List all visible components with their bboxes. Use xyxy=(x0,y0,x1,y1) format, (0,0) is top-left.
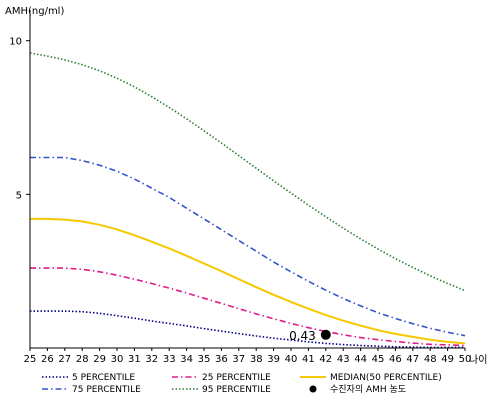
x-tick-label: 38 xyxy=(250,354,263,365)
x-tick-label: 48 xyxy=(424,354,437,365)
x-tick-label: 27 xyxy=(58,354,71,365)
x-tick-label: 37 xyxy=(232,354,245,365)
x-tick-label: 44 xyxy=(354,354,367,365)
x-tick-label: 42 xyxy=(319,354,332,365)
x-tick-label: 46 xyxy=(389,354,402,365)
legend-label-5: 95 PERCENTILE xyxy=(202,385,271,395)
series-line-1 xyxy=(30,310,465,349)
x-tick-label: 25 xyxy=(24,354,37,365)
y-tick-label: 10 xyxy=(9,37,22,48)
series-line-4 xyxy=(30,156,466,337)
x-tick-label: 29 xyxy=(93,354,106,365)
x-tick-label: 50 xyxy=(459,354,472,365)
legend-label-3: MEDIAN(50 PERCENTILE) xyxy=(330,373,442,383)
axes-layer: 5 10 25 26 27 28 29 30 31 32 33 34 35 36 37 38 39 40 41 42 4… xyxy=(5,6,487,366)
patient-amh-label: 0.43 xyxy=(289,329,316,343)
legend-label-2: 25 PERCENTILE xyxy=(202,373,271,383)
x-tick-label: 39 xyxy=(267,354,280,365)
series-layer xyxy=(29,52,466,349)
patient-amh-point xyxy=(320,329,331,340)
x-tick-label: 35 xyxy=(198,354,211,365)
series-line-3 xyxy=(30,217,466,345)
x-axis-title: 나이 xyxy=(469,354,487,366)
x-tick-label: 30 xyxy=(111,354,124,365)
legend-marker-label: 수진자의 AMH 농도 xyxy=(330,384,406,395)
x-tick-label: 41 xyxy=(302,354,315,365)
x-tick-label: 43 xyxy=(337,354,350,365)
x-tick-label: 26 xyxy=(41,354,54,365)
x-tick-label: 32 xyxy=(145,354,158,365)
x-tick-label: 47 xyxy=(406,354,419,365)
x-tick-label: 34 xyxy=(180,354,193,365)
x-tick-label: 45 xyxy=(372,354,385,365)
x-tick-label: 31 xyxy=(128,354,141,365)
series-line-5 xyxy=(29,52,466,292)
legend-label-1: 5 PERCENTILE xyxy=(72,373,135,383)
legend-marker-swatch xyxy=(309,385,317,393)
marker-layer: 0.43 xyxy=(289,329,331,343)
series-line-2 xyxy=(30,267,466,347)
y-tick-label: 5 xyxy=(16,190,22,201)
legend-label-4: 75 PERCENTILE xyxy=(72,385,141,395)
x-tick-label: 28 xyxy=(76,354,89,365)
legend-layer: 5 PERCENTILE 25 PERCENTILE MEDIAN(50 PERCE… xyxy=(42,373,442,395)
y-axis-title: AMH(ng/ml) xyxy=(5,6,64,17)
x-tick-label: 49 xyxy=(441,354,454,365)
x-tick-label: 33 xyxy=(163,354,176,365)
x-tick-label: 36 xyxy=(215,354,228,365)
x-tick-label: 40 xyxy=(285,354,298,365)
